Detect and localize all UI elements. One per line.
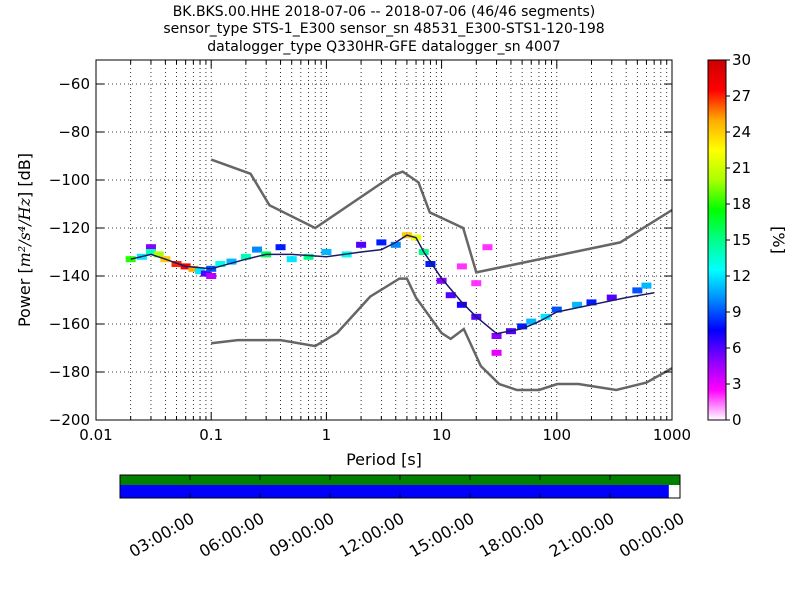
colorbar-ticks: 0 3 6 9 12 15 18 21 24 27 30 [726, 51, 751, 429]
y-tick-label: −60 [58, 75, 90, 93]
psd-cell [632, 287, 643, 294]
colorbar-tick-label: 6 [732, 339, 742, 357]
y-tick-label: −180 [49, 363, 90, 381]
psd-cell [303, 253, 314, 260]
x-axis-title: Period [s] [346, 450, 422, 469]
title-line-1: BK.BKS.00.HHE 2018-07-06 -- 2018-07-06 (… [173, 4, 596, 20]
colorbar-label: [%] [769, 226, 788, 254]
plot-frame [95, 59, 673, 421]
psd-cell [215, 261, 226, 267]
x-tick-label: 1 [322, 426, 332, 444]
title-line-3: datalogger_type Q330HR-GFE datalogger_sn… [207, 39, 560, 55]
psd-cell [471, 280, 482, 287]
psd-cell [445, 292, 456, 299]
psd-cell [321, 249, 332, 255]
psd-cell [540, 313, 551, 320]
mean-curve [130, 234, 655, 335]
colorbar-tick-label: 21 [732, 159, 751, 177]
psd-cell [200, 270, 211, 277]
nlnm-curve [211, 277, 672, 392]
x-tick-label: 1000 [653, 426, 691, 444]
psd-cell [153, 251, 164, 258]
psd-cell [425, 261, 436, 267]
y-tick-label: −160 [49, 315, 90, 333]
colorbar-tick-label: 24 [732, 123, 751, 141]
psd-cell [436, 277, 447, 284]
colorbar-tick-label: 0 [732, 411, 742, 429]
x-tick-label: 0.01 [79, 426, 112, 444]
psd-cell [125, 256, 136, 263]
y-tick-label: −80 [58, 123, 90, 141]
psd-cell [206, 273, 217, 279]
coverage-time-label: 09:00:00 [266, 509, 338, 561]
psd-cell [517, 323, 528, 330]
coverage-time-label: 18:00:00 [476, 509, 548, 561]
colorbar-tick-label: 18 [732, 195, 751, 213]
psd-cell [195, 268, 206, 275]
colorbar-tick-label: 15 [732, 231, 751, 249]
y-axis-title: Power [m²/s⁴/Hz] [dB] [15, 153, 34, 327]
psd-cell [286, 256, 297, 263]
y-axis-title-suffix: ] [dB] [15, 153, 34, 198]
coverage-time-label: 21:00:00 [546, 509, 618, 561]
y-axis-ticks: −60 −80 −100 −120 −140 −160 −180 −200 [49, 75, 672, 429]
psd-cell [275, 244, 286, 251]
psd-cell [171, 261, 182, 267]
psd-cell [252, 246, 263, 253]
psd-cell [491, 349, 502, 356]
x-tick-label: 10 [432, 426, 451, 444]
psd-cell [356, 241, 367, 248]
psd-cell [188, 265, 199, 272]
colorbar-tick-label: 30 [732, 51, 751, 69]
x-axis-ticks: 0.01 0.1 1 10 100 1000 [79, 60, 691, 444]
x-tick-label: 0.1 [199, 426, 223, 444]
psd-cell [482, 244, 493, 251]
coverage-time-label: 12:00:00 [336, 509, 408, 561]
colorbar-tick-label: 9 [732, 303, 742, 321]
psd-cell [226, 258, 237, 265]
psd-cell [456, 301, 467, 308]
x-tick-label: 100 [542, 426, 571, 444]
coverage-used-bar [120, 485, 669, 498]
nhnm-curve [210, 158, 672, 274]
coverage-time-label: 03:00:00 [126, 509, 198, 561]
colorbar: 0 3 6 9 12 15 18 21 24 27 30 [%] [707, 51, 788, 429]
colorbar-tick-label: 12 [732, 267, 751, 285]
psd-cell [456, 263, 467, 270]
psd-cell [491, 333, 502, 339]
y-axis-title-prefix: Power [ [15, 267, 34, 327]
chart-title: BK.BKS.00.HHE 2018-07-06 -- 2018-07-06 (… [163, 4, 604, 55]
coverage-time-label: 06:00:00 [196, 509, 268, 561]
psd-cell [145, 249, 156, 255]
y-axis-title-units: m²/s⁴/Hz [15, 197, 34, 267]
colorbar-tick-label: 27 [732, 87, 751, 105]
colorbar-gradient [707, 59, 727, 421]
coverage-bar: 03:00:0006:00:0009:00:0012:00:0015:00:00… [119, 474, 688, 561]
psd-cell [376, 239, 387, 246]
psd-cell [586, 299, 597, 306]
y-tick-label: −120 [49, 219, 90, 237]
psd-cell [240, 253, 251, 260]
psd-cell [390, 241, 401, 248]
psd-cell [526, 318, 537, 325]
psd-cell [606, 294, 617, 301]
y-tick-label: −140 [49, 267, 90, 285]
psd-cell [641, 282, 652, 289]
y-tick-label: −100 [49, 171, 90, 189]
plot-area: 0.01 0.1 1 10 100 1000 −60 −80 −100 −120 −140 −160… [49, 59, 691, 444]
psd-cell [551, 306, 562, 313]
psd-cell [572, 301, 583, 308]
coverage-time-label: 00:00:00 [616, 509, 688, 561]
title-line-2: sensor_type STS-1_E300 sensor_sn 48531_E… [163, 21, 604, 37]
y-tick-label: −200 [49, 411, 90, 429]
curves [130, 158, 672, 392]
psd-cell [145, 244, 156, 251]
coverage-time-label: 15:00:00 [406, 509, 478, 561]
colorbar-tick-label: 3 [732, 375, 742, 393]
